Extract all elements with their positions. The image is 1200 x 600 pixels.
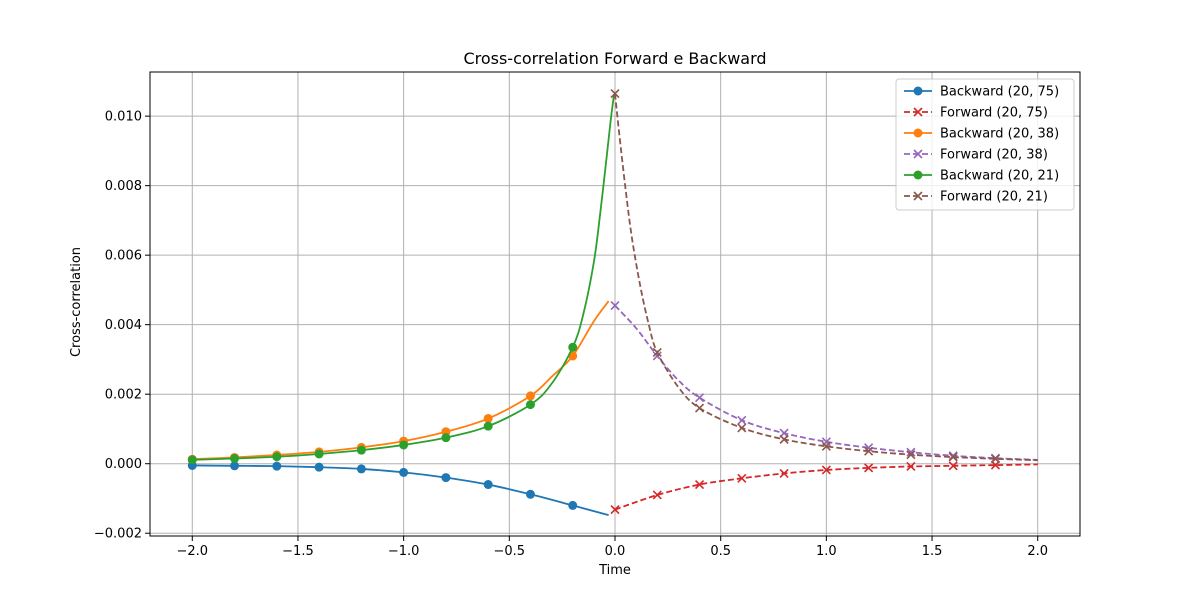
data-point: [990, 454, 1001, 464]
y-tick-label: 0.008: [105, 179, 142, 194]
data-point: [187, 455, 197, 465]
data-point: [737, 423, 747, 433]
legend-label: Backward (20, 75): [940, 85, 1059, 100]
data-point: [314, 449, 324, 459]
data-point: [610, 300, 620, 311]
data-point: [230, 461, 240, 471]
x-axis-label: Time: [598, 563, 631, 578]
y-tick-label: 0.004: [105, 318, 142, 333]
data-point: [779, 468, 789, 479]
series-0: [187, 460, 609, 517]
data-point: [652, 347, 662, 358]
series-line: [614, 463, 1038, 511]
y-tick-label: 0.002: [105, 388, 142, 403]
legend-label: Forward (20, 75): [940, 106, 1048, 121]
data-point: [652, 490, 662, 500]
data-point: [356, 464, 366, 474]
legend-item: Forward (20, 75): [904, 106, 1048, 121]
legend-marker: [913, 149, 923, 159]
y-axis-label: Cross-correlation: [69, 247, 84, 357]
x-tick-label: 2.0: [1027, 544, 1048, 559]
data-point: [356, 445, 366, 455]
x-tick-label: −1.0: [388, 544, 420, 559]
data-point: [737, 415, 747, 425]
x-tick-label: −0.5: [494, 544, 526, 559]
data-point: [230, 453, 240, 463]
data-point: [821, 441, 831, 451]
x-axis-ticks: −2.0 −1.5 −1.0 −0.5 0.0 0.5 1.0 1.5 2.0: [176, 536, 1048, 559]
data-point: [906, 461, 916, 472]
data-point: [568, 500, 578, 510]
x-tick-label: 0.5: [710, 544, 731, 559]
legend-item: Backward (20, 75): [904, 85, 1059, 100]
data-point: [399, 467, 409, 477]
y-tick-label: 0.010: [105, 110, 142, 125]
legend-label: Backward (20, 38): [940, 127, 1059, 142]
data-point: [483, 480, 493, 490]
x-tick-label: −1.5: [282, 544, 314, 559]
data-point: [314, 462, 324, 472]
legend-item: Forward (20, 38): [904, 148, 1048, 163]
series-4: [187, 95, 615, 465]
x-tick-label: 1.5: [922, 544, 943, 559]
legend: Backward (20, 75) Forward (20, 75) Backwar…: [895, 78, 1075, 211]
legend-marker: [913, 191, 923, 201]
data-point: [694, 393, 705, 403]
data-point: [441, 473, 451, 483]
data-point: [399, 440, 409, 450]
data-point: [694, 479, 705, 490]
data-point: [525, 489, 535, 499]
data-point: [779, 434, 789, 444]
legend-label: Backward (20, 21): [940, 169, 1059, 184]
legend-item: Backward (20, 38): [904, 127, 1059, 142]
data-point: [652, 351, 662, 361]
data-point: [864, 446, 874, 456]
data-point: [948, 452, 958, 462]
legend-label: Forward (20, 38): [940, 148, 1048, 163]
data-point: [610, 505, 620, 515]
y-tick-label: 0.000: [105, 457, 142, 472]
data-point: [272, 461, 282, 471]
data-point: [906, 450, 916, 460]
legend-item: Forward (20, 21): [904, 190, 1048, 205]
data-point: [948, 451, 958, 461]
series-1: [610, 460, 1038, 515]
y-tick-label: 0.006: [105, 249, 142, 264]
data-point: [737, 473, 747, 483]
x-tick-label: −2.0: [176, 544, 208, 559]
y-axis-ticks: −0.002 0.000 0.002 0.004 0.006 0.008 0.010: [94, 110, 150, 542]
data-point: [864, 463, 874, 473]
data-point: [948, 461, 958, 471]
x-tick-label: 1.0: [816, 544, 837, 559]
legend-marker: [913, 170, 923, 180]
data-point: [568, 342, 578, 352]
y-tick-label: −0.002: [94, 527, 142, 542]
data-point: [483, 421, 493, 431]
plot-area: [187, 88, 1038, 517]
legend-box: [895, 78, 1075, 211]
legend-marker: [913, 86, 923, 96]
data-point: [694, 403, 705, 413]
legend-label: Forward (20, 21): [940, 190, 1048, 205]
data-point: [483, 414, 493, 424]
legend-marker: [913, 107, 923, 117]
data-point: [610, 88, 620, 99]
legend-marker: [913, 128, 923, 138]
legend-item: Backward (20, 21): [904, 169, 1059, 184]
series-5: [610, 88, 1038, 464]
data-point: [821, 465, 831, 475]
data-point: [525, 391, 535, 401]
chart-title: Cross-correlation Forward e Backward: [463, 49, 766, 68]
data-point: [272, 452, 282, 462]
data-point: [525, 400, 535, 410]
x-tick-label: 0.0: [605, 544, 626, 559]
data-point: [441, 433, 451, 443]
